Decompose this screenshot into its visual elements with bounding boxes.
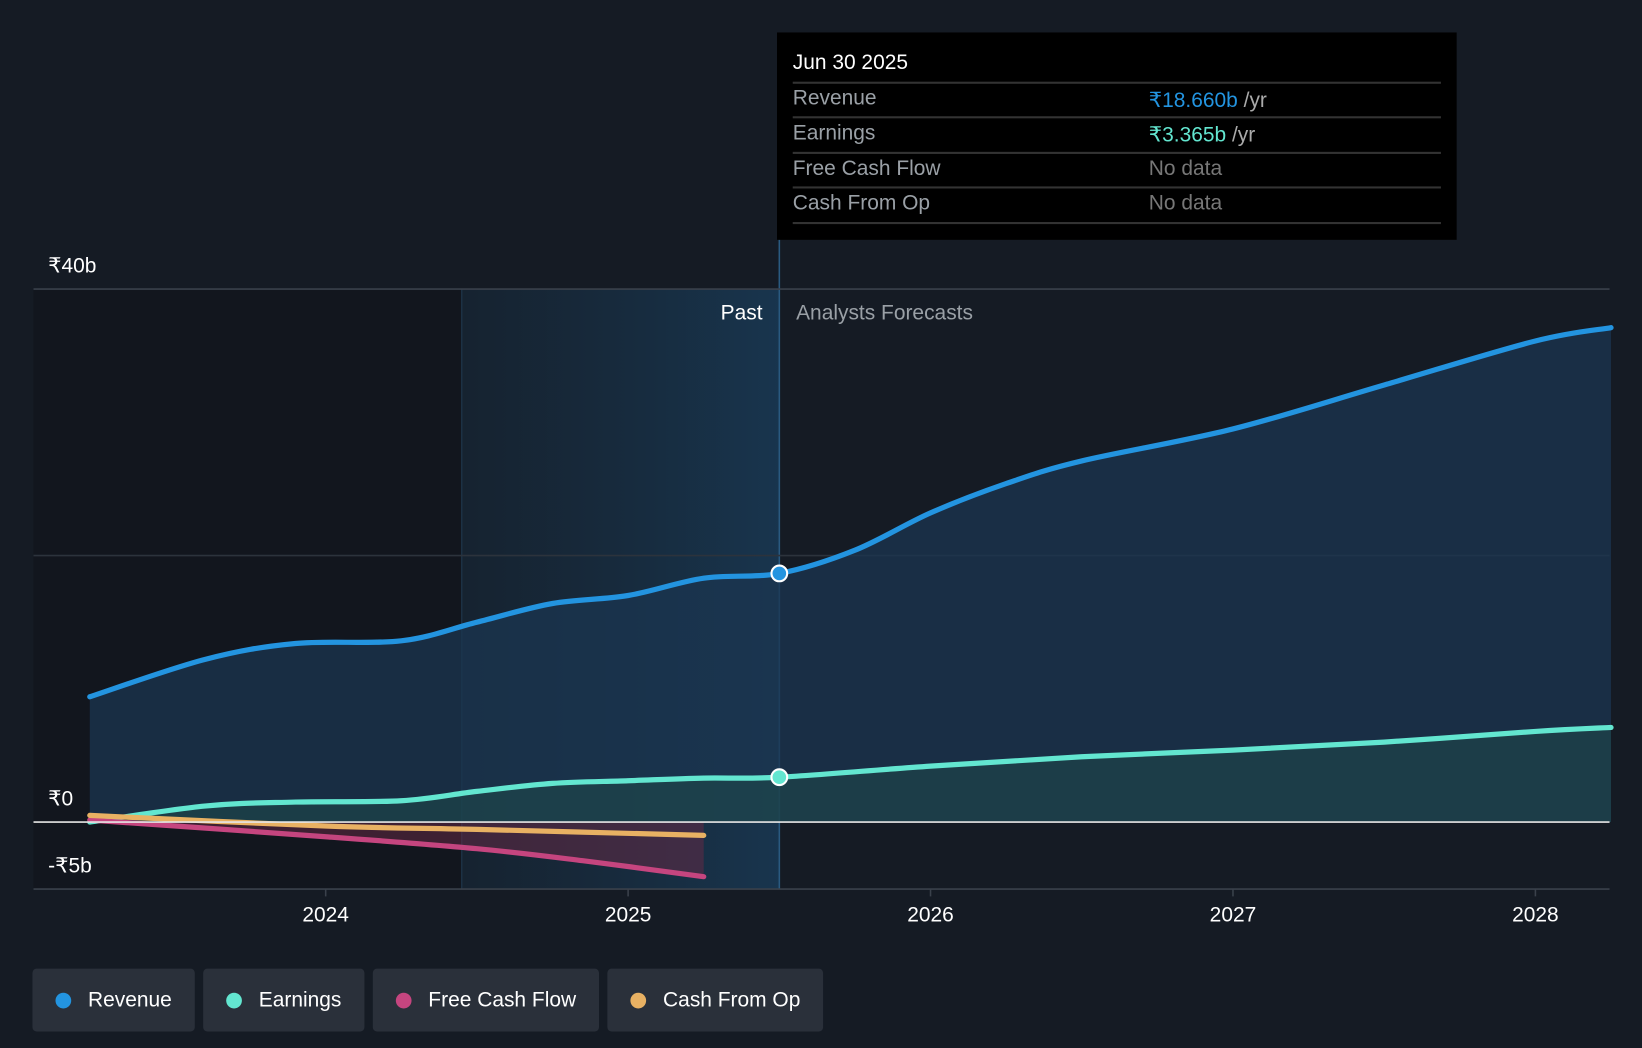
- legend-item-earnings[interactable]: Earnings: [203, 968, 365, 1032]
- x-tick-label: 2028: [1512, 904, 1559, 927]
- forecast-label: Analysts Forecasts: [796, 301, 973, 324]
- legend-label: Free Cash Flow: [428, 988, 577, 1012]
- free-cash-flow-line: [87, 817, 707, 880]
- tooltip-unit: /yr: [1226, 123, 1256, 147]
- legend-item-cash-from-op[interactable]: Cash From Op: [607, 968, 824, 1032]
- tooltip-row-free-cash-flow: Free Cash Flow No data: [792, 151, 1441, 189]
- tooltip-divider: [792, 222, 1441, 225]
- past-label: Past: [721, 301, 763, 324]
- earnings-line: [87, 724, 1614, 825]
- legend-label: Earnings: [258, 988, 342, 1012]
- tooltip-row-earnings: Earnings ₹3.365b /yr: [792, 116, 1441, 153]
- earnings-highlight-point: [770, 768, 789, 787]
- x-tick-label: 2024: [302, 904, 349, 927]
- tooltip-label: Free Cash Flow: [792, 157, 941, 181]
- tooltip-row-cash-from-op: Cash From Op No data: [792, 186, 1441, 223]
- tooltip-label: Earnings: [792, 121, 876, 145]
- revenue-highlight-point: [770, 564, 789, 583]
- x-tick-label: 2026: [907, 904, 954, 927]
- free-cash-flow-dot-icon: [395, 992, 412, 1008]
- x-tick-label: 2025: [605, 904, 652, 927]
- legend-label: Cash From Op: [663, 988, 801, 1012]
- x-tick-label: 2027: [1210, 904, 1257, 927]
- legend-item-free-cash-flow[interactable]: Free Cash Flow: [372, 968, 600, 1032]
- free-cash-flow-area: [89, 820, 704, 877]
- revenue-line: [87, 325, 1614, 700]
- revenue-area: [89, 327, 1612, 823]
- tooltip-label: Revenue: [792, 86, 877, 110]
- tooltip-label: Cash From Op: [792, 191, 931, 215]
- legend: Revenue Earnings Free Cash Flow Cash Fro…: [32, 968, 824, 1032]
- tooltip: Jun 30 2025 Revenue ₹18.660b /yr Earning…: [777, 32, 1457, 240]
- revenue-dot-icon: [55, 992, 72, 1008]
- y-tick-label: ₹40b: [48, 254, 96, 277]
- tooltip-value: ₹3.365b: [1148, 123, 1227, 147]
- tooltip-value: No data: [1148, 191, 1223, 215]
- tooltip-unit: /yr: [1237, 89, 1267, 113]
- earnings-dot-icon: [226, 992, 242, 1008]
- legend-item-revenue[interactable]: Revenue: [32, 968, 195, 1032]
- y-tick-label: ₹0: [48, 787, 73, 810]
- tooltip-value: No data: [1148, 157, 1223, 181]
- tooltip-date: Jun 30 2025: [792, 51, 909, 75]
- tooltip-row-revenue: Revenue ₹18.660b /yr: [792, 81, 1441, 119]
- tooltip-value: ₹18.660b: [1148, 89, 1238, 113]
- legend-label: Revenue: [87, 988, 172, 1012]
- cash-from-op-dot-icon: [630, 992, 647, 1008]
- y-tick-label: -₹5b: [48, 854, 92, 877]
- cash-from-op-line: [87, 812, 707, 838]
